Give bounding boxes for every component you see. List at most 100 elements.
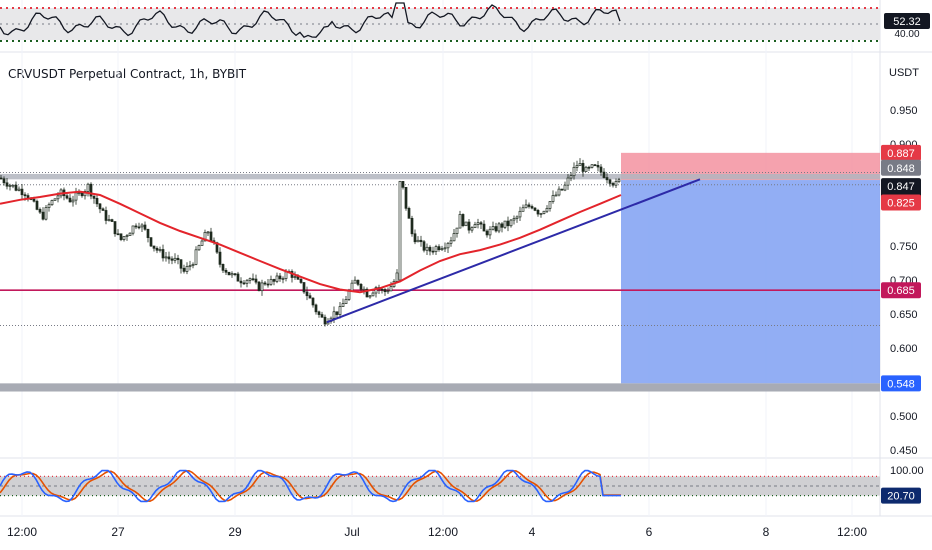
candle-body	[269, 279, 273, 285]
candle-body	[185, 266, 189, 272]
candle-body	[236, 273, 240, 282]
candle-body	[593, 164, 597, 167]
candle-body	[617, 179, 621, 182]
candle-body	[611, 183, 615, 186]
candle-body	[182, 267, 186, 272]
candle-body	[506, 220, 510, 227]
candle-body	[35, 200, 39, 210]
candle-body	[266, 283, 270, 286]
candle-body	[461, 214, 465, 227]
band-price-badge	[881, 159, 921, 176]
candle-body	[356, 279, 360, 285]
candle-body	[386, 290, 390, 293]
candle-body	[53, 198, 57, 201]
candle-body	[128, 232, 132, 236]
stop-price-badge	[881, 144, 921, 161]
time-tick-label: 27	[111, 525, 125, 539]
candle-body	[206, 231, 210, 234]
price-tick-label: 0.500	[890, 411, 918, 423]
candle-body	[209, 231, 213, 242]
candle-body	[521, 207, 525, 212]
candle-body	[5, 182, 9, 187]
candle-body	[95, 198, 99, 205]
candle-body	[428, 246, 432, 252]
candle-body	[569, 175, 573, 179]
candle-body	[341, 303, 345, 307]
candle-body	[365, 288, 369, 298]
currency-label: USDT	[889, 67, 919, 79]
time-tick-label: 8	[763, 525, 770, 539]
trendline	[326, 178, 701, 324]
target-price-label: 0.548	[887, 378, 915, 390]
candle-body	[509, 219, 513, 227]
candle-body	[413, 233, 417, 243]
candle-body	[146, 228, 150, 238]
candle-body	[104, 210, 108, 221]
candle-body	[140, 224, 144, 228]
candle-body	[416, 239, 420, 243]
candle-body	[227, 271, 231, 276]
support-band	[0, 383, 880, 392]
candle-body	[407, 207, 411, 219]
candles	[0, 158, 621, 327]
candle-body	[389, 286, 393, 292]
candle-body	[143, 224, 147, 230]
candle-body	[203, 232, 207, 242]
candle-body	[488, 228, 492, 236]
candle-body	[596, 165, 600, 168]
candle-body	[323, 316, 327, 325]
candle-body	[254, 278, 258, 283]
candle-body	[572, 166, 576, 177]
candle-body	[581, 163, 585, 172]
candle-body	[473, 224, 477, 229]
candle-body	[476, 222, 480, 225]
candle-body	[437, 246, 441, 251]
candle-body	[314, 304, 318, 313]
candle-body	[497, 223, 501, 232]
candle-body	[533, 207, 537, 211]
candle-body	[23, 194, 27, 197]
candle-body	[107, 219, 111, 221]
resistance-band	[0, 173, 880, 180]
stochastic-pane: 100.00 20.70	[0, 465, 924, 504]
candle-body	[302, 282, 306, 293]
rsi-value-label: 52.32	[893, 16, 921, 28]
candle-body	[479, 222, 483, 225]
candle-body	[293, 276, 297, 278]
candle-body	[68, 197, 72, 203]
candle-body	[551, 195, 555, 202]
candle-body	[419, 239, 423, 243]
candle-body	[446, 242, 450, 249]
candle-body	[152, 245, 156, 249]
candle-body	[278, 275, 282, 280]
candle-body	[74, 192, 78, 201]
candle-body	[122, 236, 126, 240]
candle-body	[284, 271, 288, 279]
candle-body	[527, 204, 531, 207]
candle-body	[41, 211, 45, 220]
time-tick-label: 12:00	[837, 525, 867, 539]
candle-body	[575, 165, 579, 168]
rsi-level-label: 40.00	[894, 29, 919, 40]
candle-body	[92, 195, 96, 199]
candle-body	[119, 233, 123, 240]
candle-body	[545, 207, 549, 212]
candle-body	[431, 250, 435, 253]
candle-body	[14, 184, 18, 191]
candle-body	[518, 210, 522, 218]
candle-body	[218, 251, 222, 265]
candle-body	[158, 249, 162, 251]
time-tick-label: 29	[228, 525, 242, 539]
candle-body	[125, 235, 129, 237]
candle-body	[380, 288, 384, 291]
candle-body	[260, 282, 264, 292]
time-tick-label: Jul	[344, 525, 359, 539]
candle-body	[137, 226, 141, 229]
candle-body	[587, 166, 591, 169]
candle-body	[221, 264, 225, 271]
candle-body	[485, 230, 489, 236]
candle-body	[47, 204, 51, 208]
candle-body	[563, 184, 567, 191]
candle-body	[470, 227, 474, 231]
